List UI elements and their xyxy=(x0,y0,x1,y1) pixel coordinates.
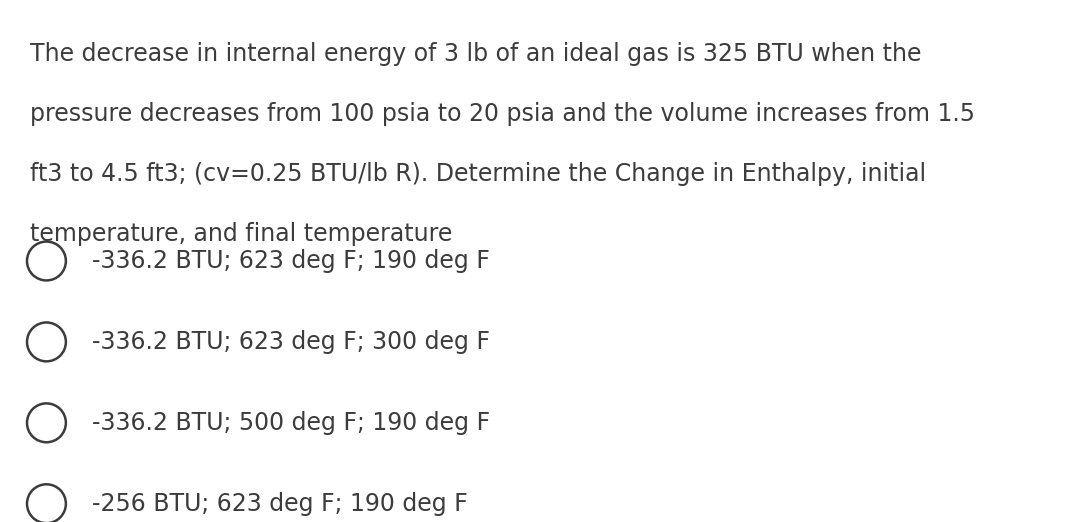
Ellipse shape xyxy=(27,242,66,280)
Text: -336.2 BTU; 623 deg F; 190 deg F: -336.2 BTU; 623 deg F; 190 deg F xyxy=(92,249,489,273)
Text: -256 BTU; 623 deg F; 190 deg F: -256 BTU; 623 deg F; 190 deg F xyxy=(92,492,468,516)
Text: -336.2 BTU; 500 deg F; 190 deg F: -336.2 BTU; 500 deg F; 190 deg F xyxy=(92,411,490,435)
Text: The decrease in internal energy of 3 lb of an ideal gas is 325 BTU when the: The decrease in internal energy of 3 lb … xyxy=(30,42,921,66)
Text: pressure decreases from 100 psia to 20 psia and the volume increases from 1.5: pressure decreases from 100 psia to 20 p… xyxy=(30,102,975,126)
Text: -336.2 BTU; 623 deg F; 300 deg F: -336.2 BTU; 623 deg F; 300 deg F xyxy=(92,330,490,354)
Ellipse shape xyxy=(27,484,66,522)
Text: ft3 to 4.5 ft3; (cv=0.25 BTU/lb R). Determine the Change in Enthalpy, initial: ft3 to 4.5 ft3; (cv=0.25 BTU/lb R). Dete… xyxy=(30,162,927,186)
Ellipse shape xyxy=(27,323,66,361)
Text: temperature, and final temperature: temperature, and final temperature xyxy=(30,222,453,246)
Ellipse shape xyxy=(27,404,66,442)
